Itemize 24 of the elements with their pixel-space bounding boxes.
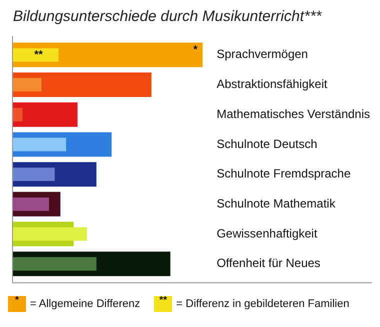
bar: [13, 257, 96, 271]
bar: [13, 197, 50, 211]
y-tick-label: Schulnote Mathematik: [216, 196, 336, 210]
legend-label: = Differenz in gebildeteren Familien: [176, 298, 350, 310]
text: *: [15, 295, 19, 306]
bar: [13, 48, 58, 62]
y-tick-label: Sprachvermögen: [216, 47, 308, 62]
chart-title: Bildungsunterschiede durch Musikunterricht***: [13, 8, 323, 26]
y-tick-label: Schulnote Fremdsprache: [216, 166, 351, 181]
y-tick-label: Offenheit für Neues: [216, 256, 320, 270]
bar: [13, 227, 87, 241]
bar: [13, 138, 66, 152]
bar: [13, 102, 78, 127]
bar: [13, 108, 22, 122]
bar: [13, 168, 55, 182]
y-tick-label: Schulnote Deutsch: [216, 136, 318, 151]
annotation: *: [193, 44, 198, 56]
y-tick-label: Gewissenhaftigkeit: [216, 226, 318, 240]
annotation: **: [34, 48, 44, 61]
y-tick-label: Abstraktionsfähigkeit: [216, 77, 328, 92]
legend-label: = Allgemeine Differenz: [30, 298, 140, 310]
text: **: [159, 295, 168, 306]
y-tick-label: Mathematisches Verständnis: [216, 106, 370, 121]
bar: [13, 78, 42, 92]
